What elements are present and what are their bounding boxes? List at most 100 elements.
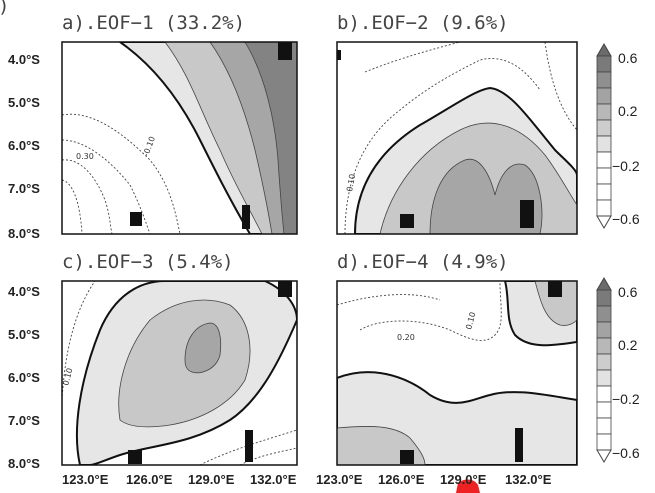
colorbar-segment [596, 321, 612, 339]
colorbar-segment [596, 55, 612, 73]
panel-d-contour-label-1: 0.20 [397, 333, 415, 342]
colorbar-bottom-labels: 0.6 0.2 −0.2 −0.6 [612, 284, 640, 461]
panel-d-contour-label-2: 0.10 [464, 311, 477, 331]
colorbar-segment [596, 135, 612, 153]
panel-c-dashed-3 [239, 447, 297, 465]
colorbar-segment [596, 369, 612, 387]
colorbar-label: 0.2 [618, 337, 638, 353]
panel-a-title: a).EOF−1 (33.2%) [62, 12, 245, 34]
colorbar-segment [596, 119, 612, 137]
colorbar-extend-bottom [596, 215, 612, 229]
lat-label: 7.0°S [8, 181, 40, 196]
colorbar-label: −0.6 [612, 211, 640, 227]
colorbar-label: 0.6 [618, 284, 638, 300]
colorbar-label: −0.2 [612, 158, 640, 174]
panel-a-land-1 [130, 212, 142, 226]
panel-a-dashed-2 [62, 139, 151, 234]
lon-label: 132.0°E [250, 472, 297, 487]
lat-label: 8.0°S [8, 456, 40, 471]
lat-label: 8.0°S [8, 226, 40, 241]
lon-label: 123.0°E [316, 472, 363, 487]
lat-label: 4.0°S [8, 284, 40, 299]
panel-b-contour-label-1: 0.10 [345, 173, 357, 192]
lon-label: 129.0°E [440, 472, 487, 487]
panel-b-shade-3 [429, 158, 543, 234]
panel-c-dashed-2 [199, 429, 297, 465]
cropped-label: ) [0, 0, 9, 17]
panel-c-land-1 [128, 450, 142, 464]
panel-d-land-1 [400, 450, 414, 464]
lon-label: 126.0°E [378, 472, 425, 487]
colorbar-extend-bottom [596, 449, 612, 463]
panel-d-land-2 [515, 428, 523, 462]
panel-a-shade-4 [244, 42, 297, 234]
panel-c-frame [61, 280, 298, 466]
lat-labels-bottom: 4.0°S 5.0°S 6.0°S 7.0°S 8.0°S [8, 284, 40, 471]
colorbar-label: 0.2 [618, 103, 638, 119]
panel-c-land-2 [245, 430, 253, 462]
panel-b-dashed-3 [544, 42, 577, 131]
lon-label: 126.0°E [126, 472, 173, 487]
panel-b-land-3 [337, 50, 341, 60]
panel-d-frame [336, 280, 578, 466]
colorbar-segment [596, 87, 612, 105]
panel-a-land-2 [242, 205, 250, 229]
panel-d-land-3 [548, 281, 562, 297]
colorbar-extend-top [596, 43, 612, 57]
colorbar-segment [596, 289, 612, 307]
colorbar-top [596, 43, 612, 229]
colorbar-segment [596, 433, 612, 451]
panel-c-land-3 [278, 281, 292, 297]
lon-labels-right: 123.0°E 126.0°E 129.0°E 132.0°E [316, 472, 552, 487]
colorbar-top-labels: 0.6 0.2 −0.2 −0.6 [612, 50, 640, 227]
colorbar-label: 0.6 [618, 50, 638, 66]
colorbar-segment [596, 183, 612, 201]
colorbar-segment [596, 353, 612, 371]
panel-d-dashed-2 [337, 294, 441, 306]
lat-labels-top: 4.0°S 5.0°S 6.0°S 7.0°S 8.0°S [8, 52, 40, 241]
lat-label: 7.0°S [8, 413, 40, 428]
colorbar-segment [596, 103, 612, 121]
colorbar-label: −0.2 [612, 391, 640, 407]
panel-c-title: c).EOF−3 (5.4%) [62, 251, 234, 273]
lon-label: 132.0°E [505, 472, 552, 487]
colorbar-segment [596, 305, 612, 323]
lon-label: 123.0°E [62, 472, 109, 487]
colorbar-segment [596, 417, 612, 435]
panel-a-dashed-3 [62, 159, 113, 234]
colorbar-segment [596, 337, 612, 355]
lat-label: 4.0°S [8, 52, 40, 67]
panel-a-contour-label-1: 0.30 [76, 152, 94, 161]
colorbar-segment [596, 401, 612, 419]
panel-a-dashed-1 [62, 113, 181, 234]
panel-a-land-3 [278, 42, 292, 60]
colorbar-segment [596, 385, 612, 403]
colorbar-segment [596, 151, 612, 169]
panel-b-land-1 [400, 214, 414, 228]
panel-c-contour-label-1: 0.10 [61, 367, 74, 387]
panel-a-frame [61, 41, 298, 235]
panel-a: a).EOF−1 (33.2%) 0.30 -0.10 [61, 12, 298, 235]
colorbar-extend-top [596, 277, 612, 291]
panel-b: b).EOF−2 (9.6%) 0.10 [336, 12, 578, 235]
panel-b-frame [336, 41, 578, 235]
panel-d: d).EOF−4 (4.9%) 0.20 0.10 [336, 251, 578, 493]
lat-label: 6.0°S [8, 138, 40, 153]
panel-c-dashed-1 [62, 281, 96, 401]
colorbar-bottom [596, 277, 612, 463]
panel-b-land-2 [520, 200, 534, 228]
panel-d-dashed-1 [359, 281, 502, 341]
colorbar-segment [596, 167, 612, 185]
panel-c: c).EOF−3 (5.4%) 0.10 [61, 251, 298, 466]
panel-b-title: b).EOF−2 (9.6%) [337, 12, 509, 34]
lat-label: 5.0°S [8, 95, 40, 110]
panel-d-title: d).EOF−4 (4.9%) [337, 251, 509, 273]
panel-b-dashed-2 [364, 42, 461, 73]
colorbar-segment [596, 199, 612, 217]
lon-labels-left: 123.0°E 126.0°E 129.0°E 132.0°E [62, 472, 297, 487]
red-marker [456, 479, 480, 493]
panel-b-dashed-1 [344, 58, 541, 234]
colorbar-label: −0.6 [612, 445, 640, 461]
panel-a-dashed-4 [62, 179, 83, 234]
